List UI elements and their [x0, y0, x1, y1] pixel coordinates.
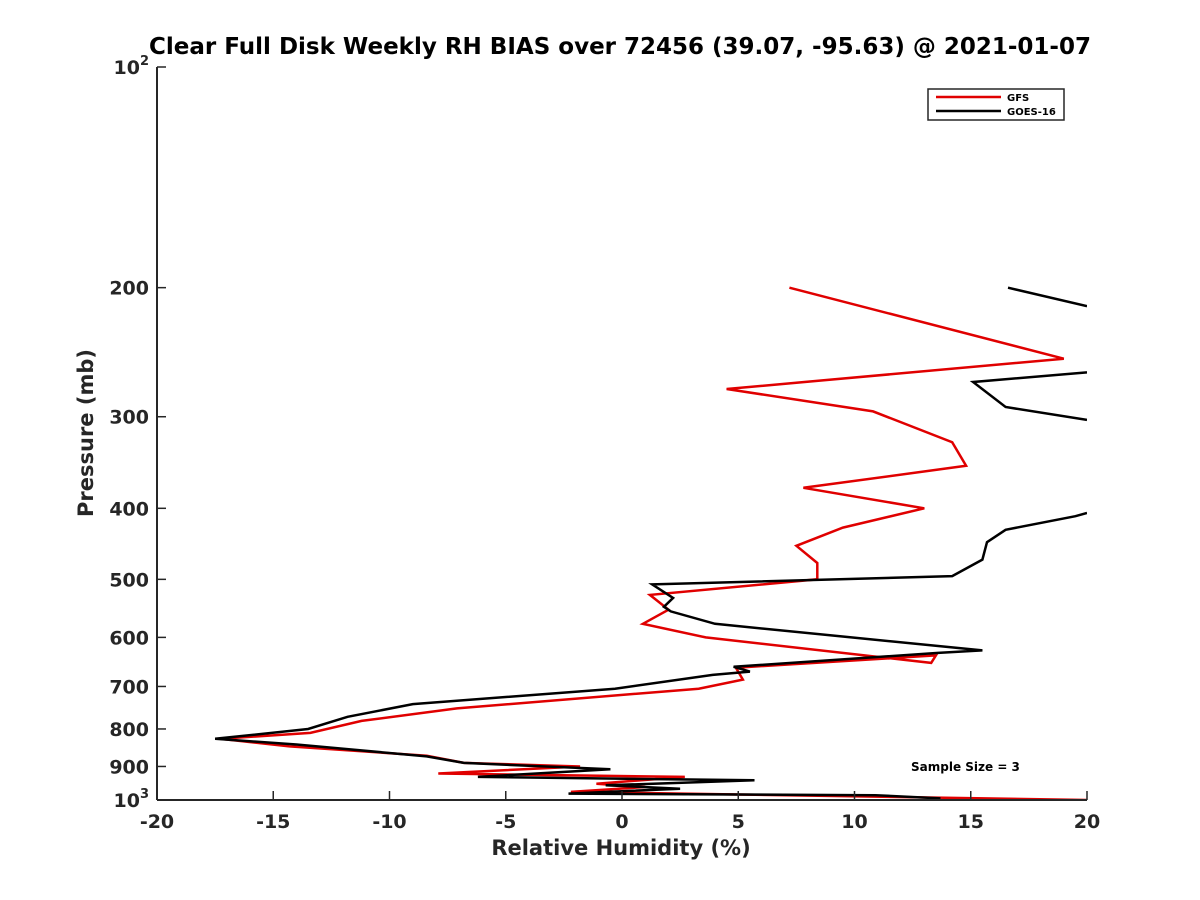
x-tick-label: -5: [495, 811, 516, 833]
y-ticks: 102 200 300 400 500 600 700 800 900 103: [109, 54, 166, 812]
x-tick-label: 10: [841, 811, 867, 833]
y-tick-label: 200: [109, 278, 149, 300]
legend-label-gfs: GFS: [1007, 93, 1029, 104]
x-tick-label: 20: [1074, 811, 1100, 833]
x-tick-label: 0: [615, 811, 628, 833]
series-line-gfs: [219, 286, 1087, 800]
y-tick-label: 500: [109, 569, 149, 591]
x-ticks: -20 -15 -10 -5 0 5 10 15 20: [140, 791, 1100, 833]
x-axis-label: Relative Humidity (%): [491, 836, 750, 860]
axes: [156, 67, 1087, 801]
legend: GFS GOES-16: [927, 88, 1065, 121]
y-tick-label: 800: [109, 719, 149, 741]
series-line-goes16: [1007, 286, 1087, 308]
chart-title: Clear Full Disk Weekly RH BIAS over 7245…: [149, 34, 1091, 60]
x-tick-label: 15: [958, 811, 984, 833]
x-tick-label: -15: [256, 811, 290, 833]
series-line-goes16: [969, 371, 1087, 422]
y-tick-label: 400: [109, 498, 149, 520]
y-axis-label: Pressure (mb): [74, 349, 98, 517]
y-tick-label: 102: [114, 54, 150, 79]
legend-label-goes16: GOES-16: [1007, 107, 1056, 118]
y-tick-label: 103: [114, 787, 150, 812]
y-tick-label: 300: [109, 407, 149, 429]
sample-size-annotation: Sample Size = 3: [911, 760, 1020, 774]
series-layer: [214, 286, 1087, 800]
y-tick-label: 900: [109, 756, 149, 778]
series-line-goes16: [214, 511, 1087, 800]
x-tick-label: -20: [140, 811, 174, 833]
x-tick-label: -10: [372, 811, 406, 833]
y-tick-label: 600: [109, 627, 149, 649]
x-tick-label: 5: [732, 811, 745, 833]
y-tick-label: 700: [109, 676, 149, 698]
legend-box: [927, 88, 1065, 121]
